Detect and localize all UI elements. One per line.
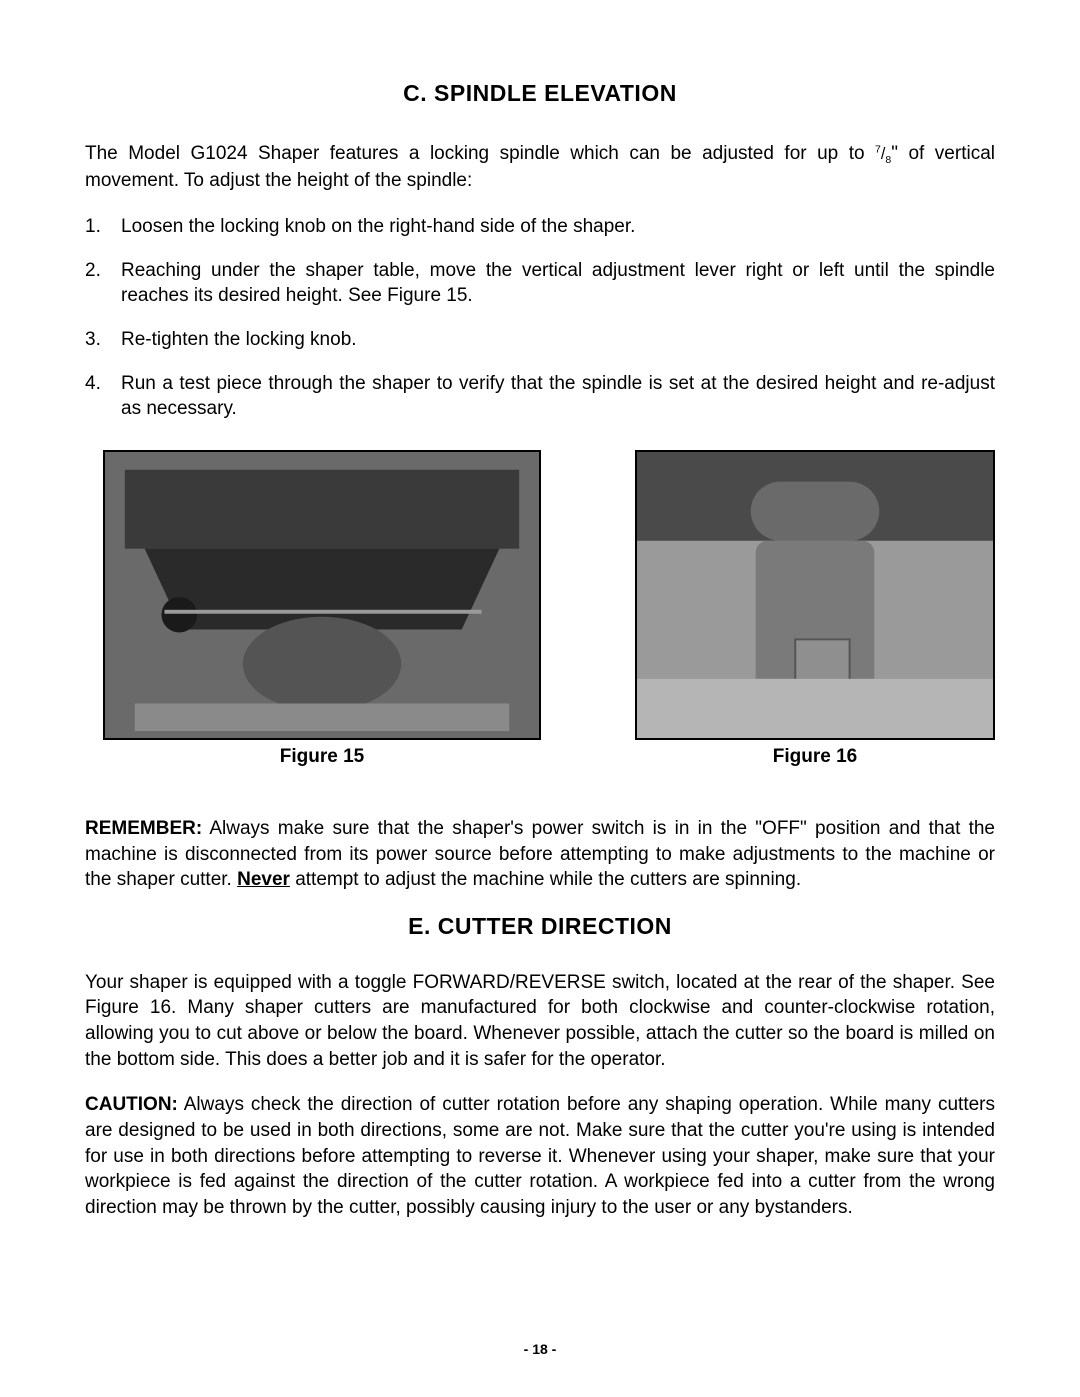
step-text: Re-tighten the locking knob. (121, 329, 357, 350)
section-e-heading: E. CUTTER DIRECTION (85, 913, 995, 940)
caution-label: CAUTION: (85, 1094, 178, 1115)
caution-text: Always check the direction of cutter rot… (85, 1094, 995, 1218)
step-4: 4. Run a test piece through the shaper to… (85, 371, 995, 422)
figure-16-image (635, 450, 995, 740)
section-c-heading: C. SPINDLE ELEVATION (85, 80, 995, 107)
remember-text-after: attempt to adjust the machine while the … (290, 869, 801, 890)
remember-never: Never (237, 869, 290, 890)
figure-15-caption: Figure 15 (280, 746, 364, 768)
step-number: 1. (85, 214, 101, 240)
step-number: 4. (85, 371, 101, 397)
figure-15-block: Figure 15 (103, 450, 541, 768)
step-text: Reaching under the shaper table, move th… (121, 260, 995, 307)
intro-fraction: 7/8 (875, 145, 891, 163)
section-c-intro: The Model G1024 Shaper features a lockin… (85, 141, 995, 194)
section-c-steps: 1. Loosen the locking knob on the right-h… (85, 214, 995, 422)
step-number: 3. (85, 327, 101, 353)
intro-prefix: The Model G1024 Shaper features a lockin… (85, 143, 875, 164)
figure-16-caption: Figure 16 (773, 746, 857, 768)
page-number: - 18 - (0, 1341, 1080, 1357)
remember-paragraph: REMEMBER: Always make sure that the shap… (85, 816, 995, 893)
step-text: Loosen the locking knob on the right-han… (121, 216, 635, 237)
step-1: 1. Loosen the locking knob on the right-h… (85, 214, 995, 240)
step-number: 2. (85, 258, 101, 284)
figure-15-image (103, 450, 541, 740)
remember-label: REMEMBER: (85, 818, 202, 839)
step-2: 2. Reaching under the shaper table, move … (85, 258, 995, 309)
step-3: 3. Re-tighten the locking knob. (85, 327, 995, 353)
step-text: Run a test piece through the shaper to v… (121, 373, 995, 420)
figures-row: Figure 15 Figure 16 (85, 450, 995, 768)
caution-paragraph: CAUTION: Always check the direction of c… (85, 1092, 995, 1220)
section-e-para1: Your shaper is equipped with a toggle FO… (85, 970, 995, 1073)
figure-16-block: Figure 16 (635, 450, 995, 768)
